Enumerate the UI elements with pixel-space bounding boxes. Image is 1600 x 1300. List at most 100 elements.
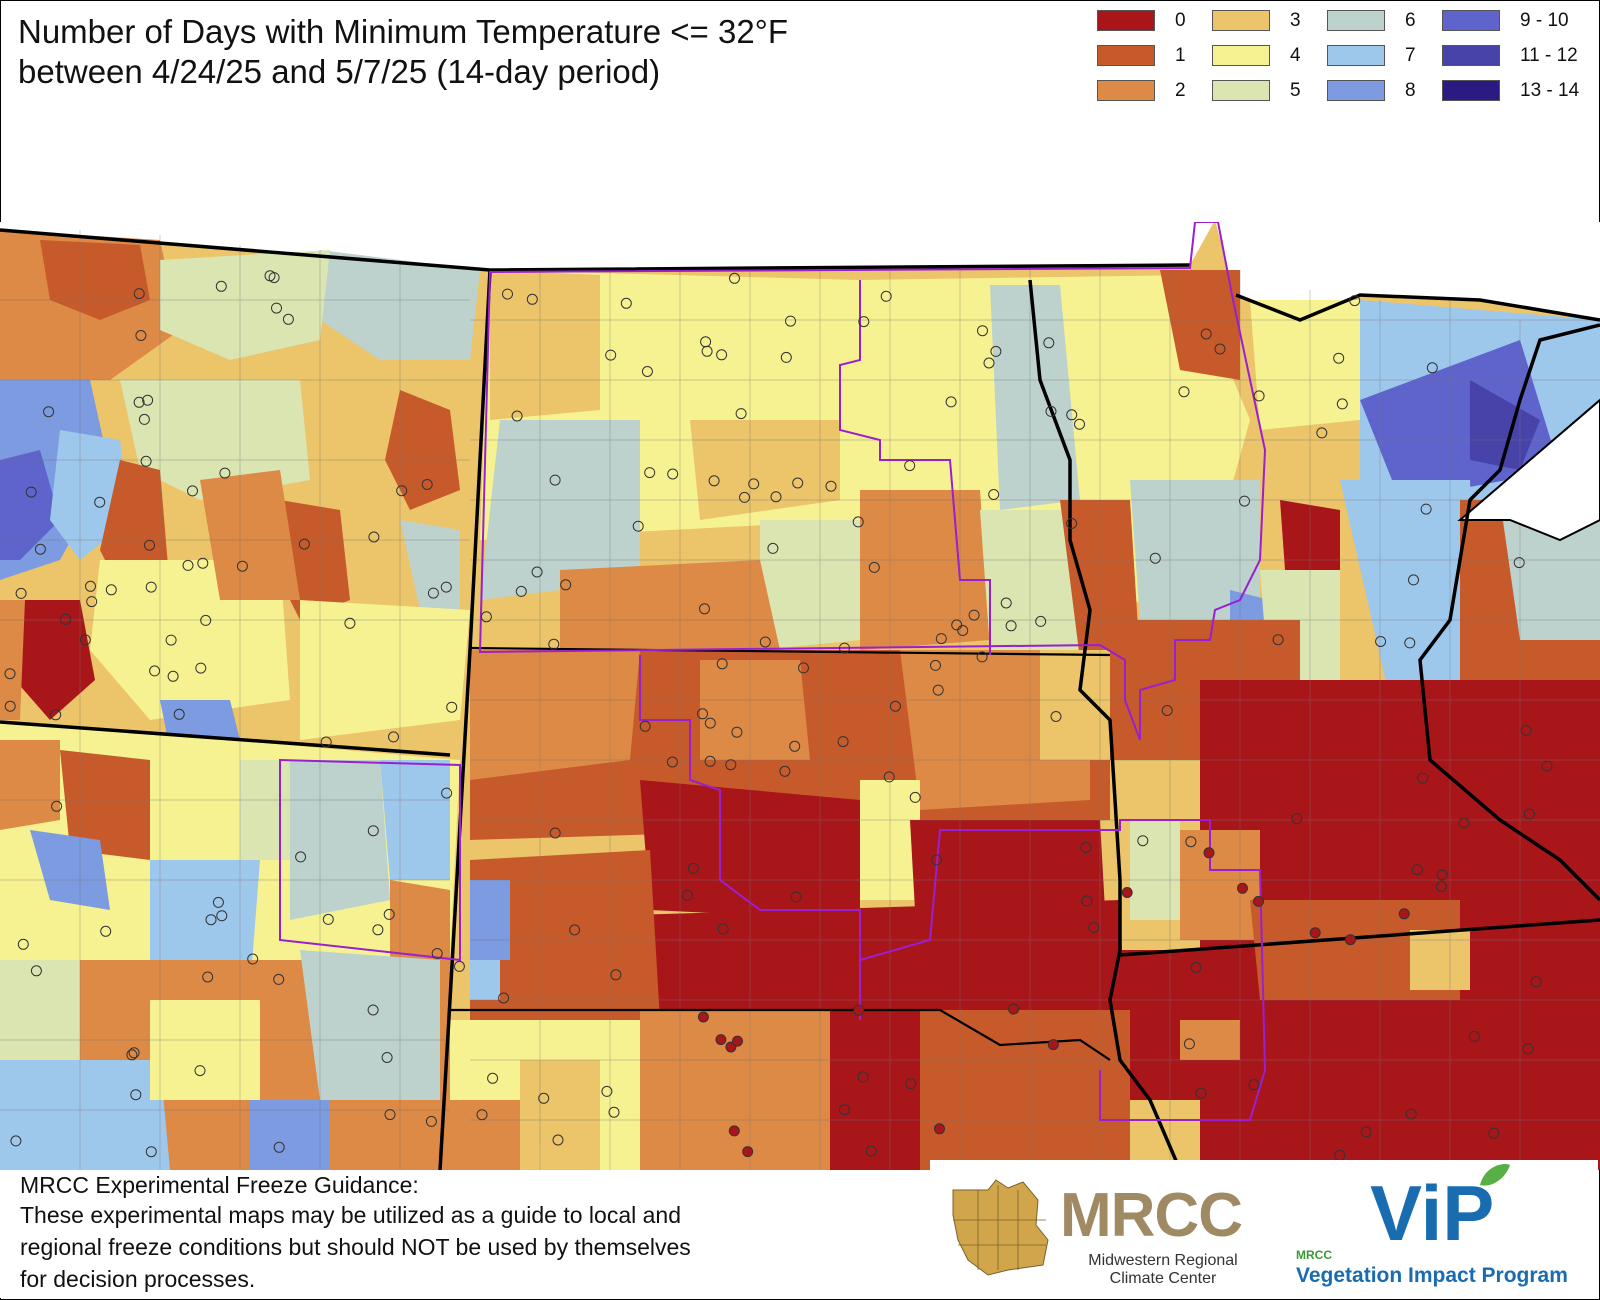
station-marker <box>608 1106 620 1118</box>
station-marker <box>1530 976 1542 988</box>
legend-label: 5 <box>1290 80 1301 101</box>
station-marker <box>1074 418 1085 430</box>
station-marker <box>549 474 561 486</box>
station-marker <box>1137 835 1149 847</box>
station-marker <box>43 406 55 418</box>
station-marker <box>195 662 207 674</box>
station-marker <box>1185 836 1197 848</box>
station-marker <box>1050 711 1062 722</box>
station-marker <box>441 787 453 799</box>
station-marker <box>453 960 465 972</box>
station-marker <box>1309 927 1321 939</box>
station-marker <box>852 516 864 528</box>
station-marker <box>367 825 379 837</box>
station-marker <box>526 293 538 305</box>
station-marker <box>145 581 157 593</box>
station-marker <box>502 288 513 300</box>
vip-logo-text: ViP <box>1370 1169 1495 1257</box>
station-marker <box>1405 1108 1417 1120</box>
legend-label: 3 <box>1290 10 1301 31</box>
station-marker <box>126 1049 138 1061</box>
station-marker <box>1183 1038 1195 1050</box>
station-marker <box>425 1115 437 1127</box>
disclaimer-box: MRCC Experimental Freeze Guidance: These… <box>0 1170 930 1298</box>
station-marker <box>1088 922 1100 933</box>
station-marker <box>1334 1149 1346 1161</box>
station-marker <box>372 924 384 936</box>
station-marker <box>682 889 693 901</box>
station-marker <box>215 280 227 292</box>
region-boundaries <box>450 646 1111 1061</box>
station-marker <box>4 700 16 712</box>
station-marker <box>735 408 747 420</box>
station-marker <box>167 670 179 682</box>
station-marker <box>476 1109 488 1121</box>
station-marker <box>569 924 581 936</box>
lake-superior <box>1457 398 1600 542</box>
station-marker <box>708 475 720 487</box>
station-marker <box>1121 887 1133 898</box>
mrcc-subtitle-line-2: Climate Center <box>1109 1270 1217 1287</box>
map-title: Number of Days with Minimum Temperature … <box>18 12 788 92</box>
legend-swatch <box>1212 45 1270 66</box>
station-marker <box>932 684 944 696</box>
station-marker <box>1436 869 1448 881</box>
station-marker <box>790 891 802 903</box>
legend-swatch <box>1442 45 1500 66</box>
station-marker <box>880 290 892 302</box>
station-marker <box>865 1145 877 1157</box>
station-marker <box>194 1065 206 1077</box>
disclaimer-line-2: regional freeze conditions but should NO… <box>20 1234 691 1260</box>
legend-swatch <box>1212 80 1270 101</box>
station-marker <box>837 736 849 748</box>
station-marker <box>1291 813 1303 825</box>
station-marker <box>273 1141 285 1153</box>
station-marker <box>17 938 29 950</box>
station-marker <box>988 489 1000 500</box>
station-marker <box>767 542 779 554</box>
station-marker <box>1420 503 1432 515</box>
station-marker <box>951 619 963 631</box>
station-marker <box>202 971 214 983</box>
station-marker <box>1008 1003 1020 1015</box>
legend-swatch <box>1097 10 1155 31</box>
station-marker <box>732 1035 743 1047</box>
station-marker <box>440 581 452 593</box>
station-marker <box>187 485 198 497</box>
station-marker <box>133 396 145 408</box>
legend-label: 6 <box>1405 10 1416 31</box>
legend-swatch <box>1442 10 1500 31</box>
station-marker <box>1435 880 1447 892</box>
state-boundaries <box>0 228 1600 1170</box>
station-marker <box>427 587 439 599</box>
station-marker <box>931 854 943 866</box>
station-marker <box>904 460 916 472</box>
station-marker <box>105 584 117 596</box>
station-marker <box>145 1146 157 1158</box>
station-marker <box>1195 1087 1207 1099</box>
station-marker <box>173 708 185 720</box>
station-marker <box>1190 961 1202 973</box>
station-marker <box>620 297 632 309</box>
station-marker <box>1316 427 1328 439</box>
station-marker <box>531 566 543 578</box>
station-marker <box>605 349 617 361</box>
leaf-icon <box>1480 1164 1510 1186</box>
station-marker <box>560 579 572 591</box>
station-marker <box>731 726 743 738</box>
station-marker <box>4 668 16 680</box>
legend: 0 1 2 3 4 5 6 7 8 9 - 10 11 - 12 13 - 14 <box>1097 10 1597 110</box>
station-marker <box>322 913 334 925</box>
station-marker <box>446 701 458 713</box>
station-marker <box>1488 1127 1500 1139</box>
station-marker <box>149 665 161 677</box>
station-marker <box>50 709 62 721</box>
logos-box: MRCC Midwestern Regional Climate Center … <box>930 1160 1598 1298</box>
station-marker <box>60 613 72 625</box>
mrcc-logo-text: MRCC <box>1060 1181 1243 1250</box>
station-marker <box>165 634 177 646</box>
station-marker <box>431 948 443 959</box>
station-marker <box>1253 895 1264 907</box>
station-marker <box>538 1092 550 1104</box>
station-marker <box>1080 842 1092 853</box>
